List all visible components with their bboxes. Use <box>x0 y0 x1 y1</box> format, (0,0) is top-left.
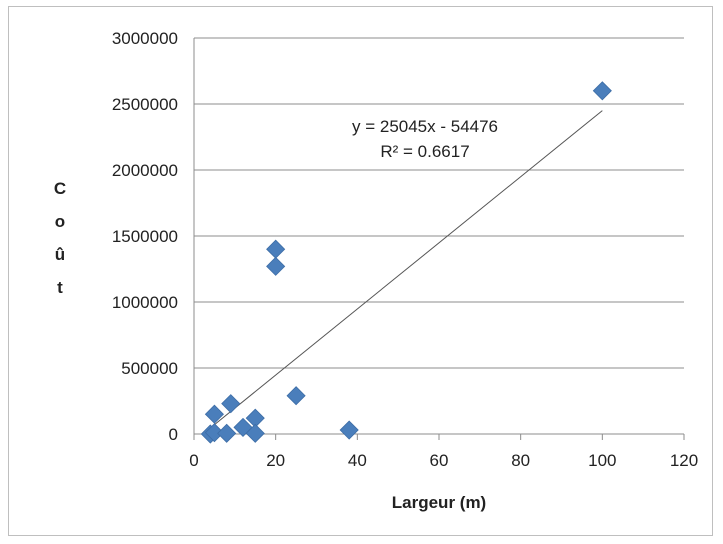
gridlines <box>194 37 684 369</box>
y-axis-title-letter: o <box>55 212 65 231</box>
y-axis-title-letter: û <box>55 245 65 264</box>
y-axis-title-letter: C <box>54 179 66 198</box>
y-axis-title-letter: t <box>57 278 63 297</box>
y-tick-label: 3000000 <box>112 29 178 48</box>
x-tick-label: 80 <box>511 451 530 470</box>
x-tick-label: 0 <box>189 451 198 470</box>
data-point <box>266 256 286 276</box>
y-tick-label: 1500000 <box>112 227 178 246</box>
trendline-r-squared: R² = 0.6617 <box>380 142 469 161</box>
x-tick-labels: 0 20 40 60 80 100 120 <box>189 451 698 470</box>
data-point <box>286 386 306 406</box>
trendline-equation: y = 25045x - 54476 <box>352 117 498 136</box>
y-tick-labels: 0 500000 1000000 1500000 2000000 2500000 30000… <box>112 29 178 444</box>
y-tick-label: 2000000 <box>112 161 178 180</box>
x-tick-label: 120 <box>670 451 698 470</box>
data-point <box>266 239 286 259</box>
data-point <box>339 420 359 440</box>
chart-frame <box>8 6 713 536</box>
data-point <box>204 404 224 424</box>
data-point <box>221 394 241 414</box>
y-tick-label: 1000000 <box>112 293 178 312</box>
x-tick-label: 20 <box>266 451 285 470</box>
x-tick-label: 100 <box>588 451 616 470</box>
y-tick-label: 0 <box>169 425 178 444</box>
data-point <box>204 423 224 443</box>
y-tick-label: 500000 <box>121 359 178 378</box>
axes <box>193 38 685 440</box>
y-tick-label: 2500000 <box>112 95 178 114</box>
data-point <box>217 423 237 443</box>
data-point <box>592 81 612 101</box>
trendline-group <box>210 110 603 429</box>
x-tick-label: 60 <box>430 451 449 470</box>
trendline <box>210 110 603 429</box>
x-axis-title: Largeur (m) <box>392 493 486 512</box>
data-points <box>200 81 612 444</box>
data-point <box>245 423 265 443</box>
x-tick-label: 40 <box>348 451 367 470</box>
